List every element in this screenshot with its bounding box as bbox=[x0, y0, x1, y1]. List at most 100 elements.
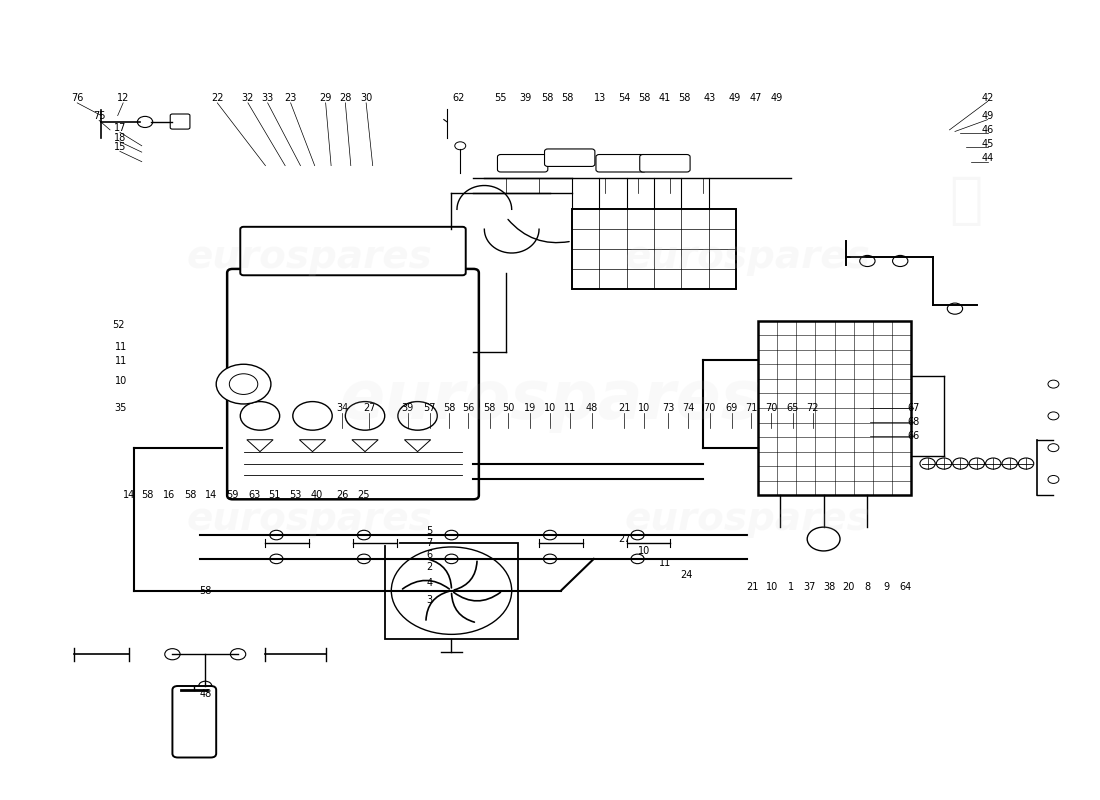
Circle shape bbox=[398, 402, 438, 430]
Text: 56: 56 bbox=[462, 403, 474, 413]
Text: 44: 44 bbox=[981, 154, 994, 163]
Text: 27: 27 bbox=[363, 403, 376, 413]
Text: 25: 25 bbox=[358, 490, 371, 500]
Circle shape bbox=[631, 554, 645, 564]
Circle shape bbox=[1048, 380, 1059, 388]
Text: 🐎: 🐎 bbox=[949, 174, 982, 228]
Text: 68: 68 bbox=[908, 418, 920, 427]
Text: 34: 34 bbox=[336, 403, 349, 413]
Text: 10: 10 bbox=[766, 582, 779, 592]
Text: 15: 15 bbox=[113, 142, 127, 152]
Text: 48: 48 bbox=[585, 403, 597, 413]
Text: 51: 51 bbox=[268, 490, 280, 500]
Text: 19: 19 bbox=[525, 403, 537, 413]
Circle shape bbox=[631, 530, 645, 540]
Text: 2: 2 bbox=[427, 562, 432, 572]
Circle shape bbox=[986, 458, 1001, 469]
Text: 62: 62 bbox=[452, 93, 464, 103]
FancyBboxPatch shape bbox=[640, 154, 690, 172]
FancyBboxPatch shape bbox=[758, 321, 911, 495]
Text: 58: 58 bbox=[541, 93, 554, 103]
Text: 10: 10 bbox=[638, 546, 650, 556]
Text: 47: 47 bbox=[749, 93, 762, 103]
Text: 1: 1 bbox=[788, 582, 794, 592]
Circle shape bbox=[444, 554, 458, 564]
Text: 39: 39 bbox=[520, 93, 532, 103]
Text: 10: 10 bbox=[638, 403, 650, 413]
Text: 4: 4 bbox=[427, 578, 432, 588]
Text: 67: 67 bbox=[908, 403, 920, 413]
Text: 38: 38 bbox=[823, 582, 835, 592]
Circle shape bbox=[270, 530, 283, 540]
Text: 3: 3 bbox=[427, 595, 432, 605]
Text: 58: 58 bbox=[184, 490, 196, 500]
Polygon shape bbox=[299, 440, 326, 452]
Text: 12: 12 bbox=[117, 93, 130, 103]
Text: 6: 6 bbox=[427, 550, 432, 560]
Text: 14: 14 bbox=[122, 490, 135, 500]
Circle shape bbox=[230, 649, 245, 660]
Text: 58: 58 bbox=[561, 93, 574, 103]
Circle shape bbox=[920, 458, 935, 469]
Text: 49: 49 bbox=[981, 110, 994, 121]
Text: 72: 72 bbox=[806, 403, 818, 413]
Circle shape bbox=[165, 649, 180, 660]
Text: 32: 32 bbox=[242, 93, 254, 103]
Circle shape bbox=[1048, 412, 1059, 420]
Text: 7: 7 bbox=[427, 538, 432, 548]
Circle shape bbox=[270, 554, 283, 564]
Text: 46: 46 bbox=[981, 125, 994, 135]
Polygon shape bbox=[405, 440, 431, 452]
Circle shape bbox=[454, 142, 465, 150]
FancyBboxPatch shape bbox=[572, 210, 736, 289]
Circle shape bbox=[392, 547, 512, 634]
Polygon shape bbox=[352, 440, 378, 452]
Circle shape bbox=[229, 374, 257, 394]
Text: 29: 29 bbox=[319, 93, 332, 103]
Text: 23: 23 bbox=[285, 93, 297, 103]
Text: 58: 58 bbox=[141, 490, 153, 500]
Text: 75: 75 bbox=[92, 110, 106, 121]
Text: 35: 35 bbox=[114, 403, 128, 413]
Circle shape bbox=[358, 554, 371, 564]
Text: 64: 64 bbox=[900, 582, 912, 592]
Circle shape bbox=[1002, 458, 1018, 469]
FancyBboxPatch shape bbox=[385, 542, 518, 638]
Text: eurospares: eurospares bbox=[186, 238, 432, 276]
Text: 24: 24 bbox=[681, 570, 693, 580]
Text: 58: 58 bbox=[484, 403, 496, 413]
Text: 20: 20 bbox=[843, 582, 855, 592]
Circle shape bbox=[293, 402, 332, 430]
Text: 41: 41 bbox=[659, 93, 671, 103]
Text: 33: 33 bbox=[262, 93, 274, 103]
Text: 21: 21 bbox=[618, 403, 630, 413]
Text: 45: 45 bbox=[981, 139, 994, 149]
Text: 48: 48 bbox=[199, 689, 211, 699]
Text: 42: 42 bbox=[981, 93, 994, 103]
Text: 69: 69 bbox=[726, 403, 738, 413]
Text: 53: 53 bbox=[289, 490, 301, 500]
Text: 37: 37 bbox=[803, 582, 815, 592]
Text: 17: 17 bbox=[113, 122, 127, 133]
Text: 8: 8 bbox=[865, 582, 870, 592]
Text: 49: 49 bbox=[729, 93, 741, 103]
Circle shape bbox=[947, 303, 962, 314]
FancyBboxPatch shape bbox=[170, 114, 190, 129]
Circle shape bbox=[953, 458, 968, 469]
Circle shape bbox=[437, 580, 466, 602]
FancyBboxPatch shape bbox=[173, 686, 217, 758]
Text: eurospares: eurospares bbox=[186, 500, 432, 538]
Circle shape bbox=[199, 682, 212, 690]
Text: 13: 13 bbox=[594, 93, 606, 103]
Text: 27: 27 bbox=[618, 534, 630, 544]
Text: 11: 11 bbox=[563, 403, 575, 413]
Circle shape bbox=[240, 402, 279, 430]
Circle shape bbox=[543, 554, 557, 564]
FancyBboxPatch shape bbox=[227, 269, 478, 499]
Circle shape bbox=[969, 458, 984, 469]
Text: eurospares: eurospares bbox=[624, 500, 870, 538]
Circle shape bbox=[936, 458, 952, 469]
Text: 58: 58 bbox=[443, 403, 455, 413]
Text: 30: 30 bbox=[360, 93, 372, 103]
Text: 58: 58 bbox=[638, 93, 650, 103]
